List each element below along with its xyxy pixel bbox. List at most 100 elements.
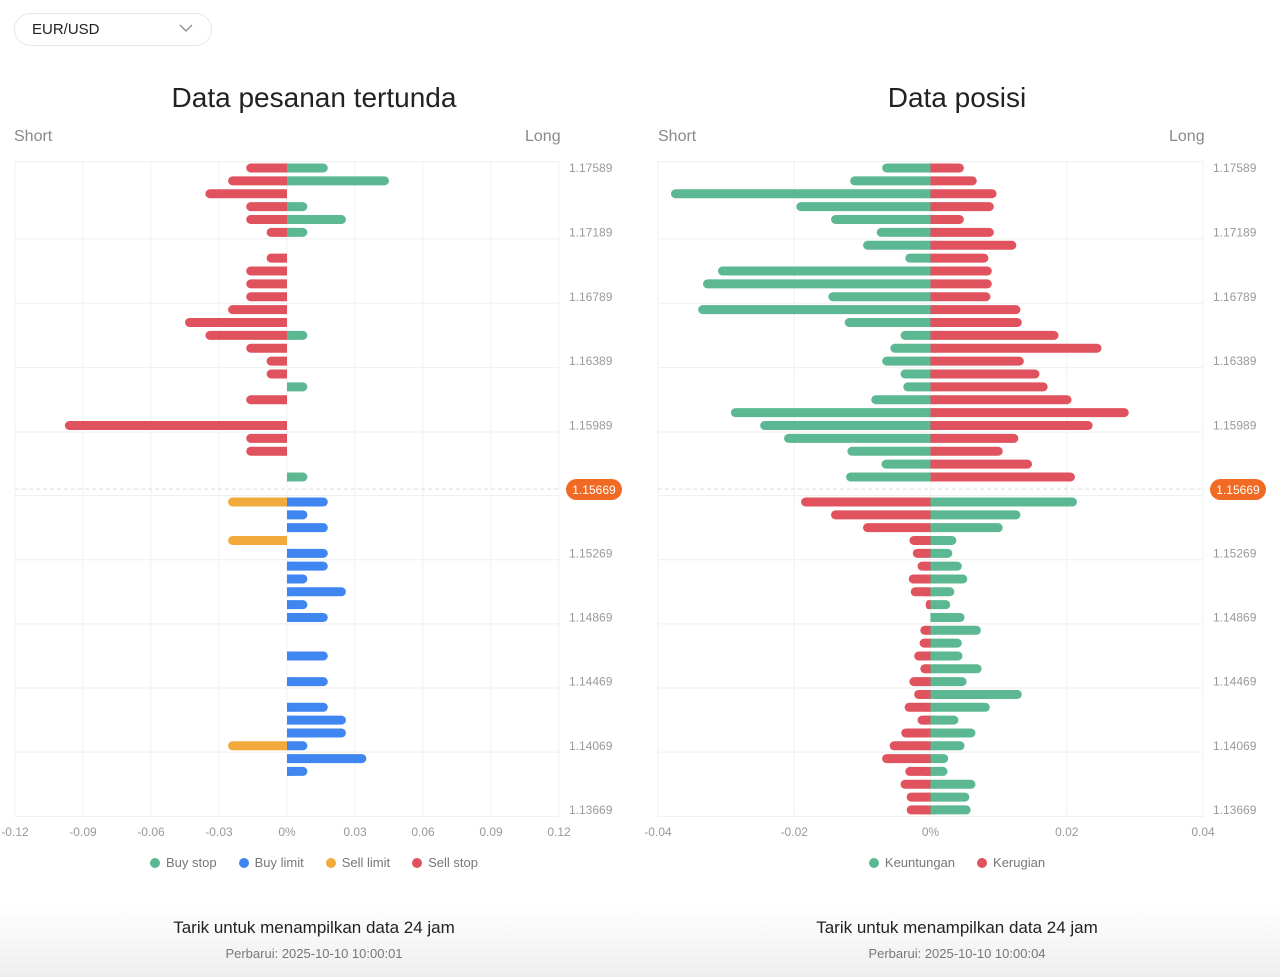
legend-dot [868, 857, 879, 868]
current-price-label: 1.15669 [572, 483, 616, 497]
bar-kerugian [930, 163, 964, 173]
bar-buy-stop [287, 215, 346, 224]
bar-kerugian-base [925, 805, 931, 815]
bar-keuntungan-base [930, 689, 936, 699]
legend-dot [325, 857, 336, 868]
bar-keuntungan-base [930, 728, 936, 738]
bar-kerugian [930, 356, 1024, 366]
bar-buy-limit [287, 728, 346, 738]
bar-keuntungan [930, 612, 965, 622]
bar-keuntungan-base [925, 189, 931, 199]
bar-kerugian-base [930, 382, 936, 392]
x-tick-label: 0.04 [1191, 825, 1215, 839]
chevron-down-icon [179, 24, 193, 32]
bar-buy-limit [287, 497, 328, 507]
x-tick-label: -0.06 [137, 825, 165, 839]
bar-kerugian-base [925, 638, 931, 648]
bar-keuntungan [900, 330, 931, 340]
bar-buy-stop-base [287, 472, 292, 482]
bar-keuntungan-base [925, 240, 931, 250]
bar-sell-stop [246, 266, 287, 276]
legend-dot [150, 857, 160, 868]
bar-kerugian [801, 497, 931, 507]
y-tick-label: 1.15989 [1213, 419, 1257, 433]
positions-footer[interactable]: Tarik untuk menampilkan data 24 jam Perb… [637, 918, 1277, 961]
bar-buy-limit [287, 600, 308, 610]
bar-buy-limit-base [287, 561, 292, 571]
legend-buy-stop[interactable]: Buy stop [150, 855, 217, 870]
bar-sell-stop-base [282, 395, 287, 405]
x-tick-label: 0.02 [1055, 825, 1079, 839]
bar-sell-limit-base [282, 741, 287, 751]
x-tick-label: 0.09 [479, 825, 503, 839]
bar-sell-stop [246, 202, 287, 212]
legend-loss[interactable]: Kerugian [977, 855, 1045, 870]
positions-legend: Keuntungan Kerugian [637, 855, 1277, 870]
bar-kerugian-base [925, 702, 931, 712]
bar-kerugian [930, 202, 994, 212]
bar-keuntungan [930, 664, 982, 674]
bar-kerugian-base [930, 433, 936, 443]
bar-buy-limit-base [287, 510, 292, 520]
bar-keuntungan-base [930, 535, 936, 545]
bar-kerugian [930, 459, 1033, 469]
legend-profit[interactable]: Keuntungan [868, 855, 955, 870]
bar-kerugian-base [925, 728, 931, 738]
x-tick-label: -0.03 [205, 825, 233, 839]
bar-keuntungan-base [930, 612, 936, 622]
legend-buy-limit[interactable]: Buy limit [238, 855, 304, 870]
bar-sell-limit-base [282, 535, 287, 545]
bar-kerugian-base [925, 741, 931, 751]
bar-kerugian-base [925, 535, 931, 545]
short-label: Short [14, 128, 53, 145]
bar-sell-stop-base [282, 176, 287, 186]
bar-buy-limit-base [287, 651, 292, 661]
bar-kerugian-base [925, 574, 931, 584]
pending-orders-legend: Buy stop Buy limit Sell limit Sell stop [0, 855, 634, 870]
bar-sell-stop [246, 433, 287, 443]
legend-label: Sell limit [341, 855, 391, 870]
bar-keuntungan-base [930, 625, 936, 635]
bar-keuntungan [930, 779, 976, 789]
pending-orders-title: Data pesanan tertunda [171, 82, 457, 113]
bar-buy-stop-base [287, 330, 292, 340]
bar-kerugian-base [930, 163, 936, 173]
bar-kerugian-base [930, 253, 936, 263]
bar-buy-limit [287, 766, 308, 776]
bar-keuntungan-base [925, 408, 931, 418]
currency-pair-select[interactable]: EUR/USD [14, 13, 212, 46]
y-tick-label: 1.13669 [1213, 803, 1257, 817]
bar-kerugian-base [930, 227, 936, 237]
bar-sell-stop-base [282, 421, 287, 430]
bar-keuntungan [730, 408, 931, 418]
bar-keuntungan-base [925, 163, 931, 173]
bar-kerugian [901, 728, 931, 738]
bar-keuntungan [930, 497, 1077, 507]
long-label: Long [1169, 128, 1205, 145]
pending-orders-footer[interactable]: Tarik untuk menampilkan data 24 jam Perb… [0, 918, 634, 961]
bar-kerugian [930, 408, 1129, 418]
bar-keuntungan [930, 587, 955, 597]
bar-buy-limit [287, 561, 328, 571]
bar-kerugian-base [930, 318, 936, 327]
bar-kerugian-base [930, 421, 936, 430]
bar-keuntungan [760, 421, 931, 430]
legend-sell-limit[interactable]: Sell limit [325, 855, 391, 870]
bar-keuntungan-base [925, 382, 931, 392]
legend-sell-stop[interactable]: Sell stop [412, 855, 478, 870]
y-tick-label: 1.14069 [569, 739, 613, 753]
bar-sell-stop [185, 318, 287, 327]
bar-kerugian-base [925, 561, 931, 571]
bar-keuntungan [847, 446, 931, 456]
bar-sell-stop-base [282, 253, 287, 263]
y-tick-label: 1.15269 [1213, 546, 1257, 560]
bar-sell-stop [205, 189, 287, 199]
bar-keuntungan-base [930, 651, 936, 661]
bar-kerugian [930, 266, 992, 276]
bar-keuntungan-base [930, 574, 936, 584]
y-tick-label: 1.14869 [1213, 610, 1257, 624]
bar-kerugian [889, 741, 931, 751]
bar-keuntungan [930, 510, 1021, 520]
bar-kerugian-base [925, 792, 931, 802]
x-tick-label: 0% [278, 825, 296, 839]
